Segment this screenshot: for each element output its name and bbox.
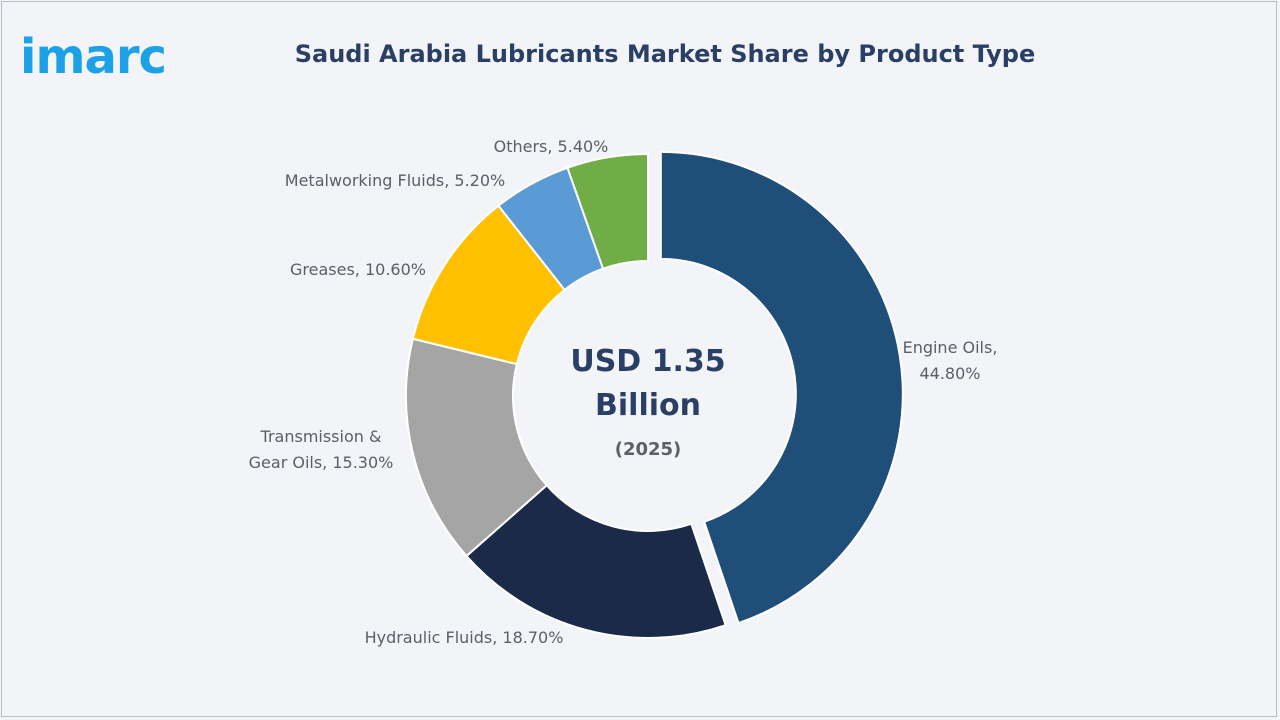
slice-engine-oils	[659, 150, 904, 625]
label-others: Others, 5.40%	[494, 137, 609, 156]
slice-others	[566, 152, 649, 270]
label-hydraulic-fluids: Hydraulic Fluids, 18.70%	[365, 628, 564, 647]
center-year: (2025)	[615, 439, 682, 460]
imarc-logo: imarc	[20, 29, 167, 85]
donut-slices	[405, 150, 904, 639]
label-metalworking-fluids: Metalworking Fluids, 5.20%	[285, 171, 505, 190]
slice-labels: Engine Oils, 44.80% Hydraulic Fluids, 18.7…	[249, 137, 998, 647]
center-label: USD 1.35 Billion (2025)	[570, 344, 725, 460]
imarc-logo-text: imarc	[20, 29, 166, 85]
label-transmission-gear-oils: Transmission & Gear Oils, 15.30%	[249, 427, 394, 472]
center-unit: Billion	[595, 388, 701, 423]
label-engine-oils: Engine Oils, 44.80%	[903, 338, 998, 383]
slice-hydraulic-fluids	[465, 483, 727, 639]
label-greases: Greases, 10.60%	[290, 260, 426, 279]
chart-title: Saudi Arabia Lubricants Market Share by …	[294, 40, 1036, 68]
center-value: USD 1.35	[570, 344, 725, 379]
